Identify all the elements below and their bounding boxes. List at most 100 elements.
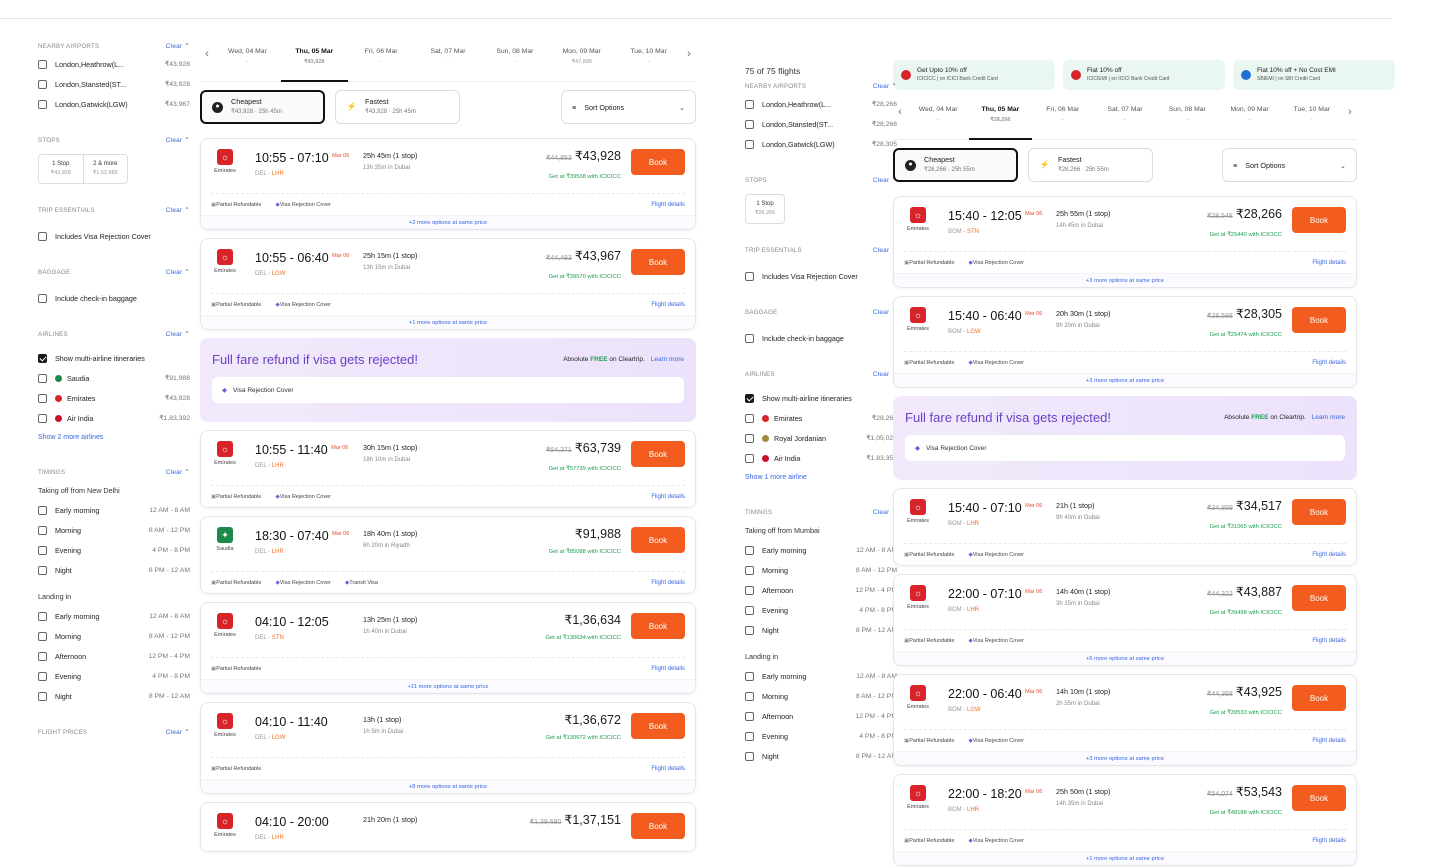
checkbox[interactable]: [745, 99, 754, 109]
date-tab[interactable]: Thu, 05 Mar ₹28,266: [969, 100, 1032, 140]
book-button[interactable]: Book: [1292, 499, 1346, 525]
cheapest-sort-button[interactable]: ● Cheapest ₹43,928 · 25h 45m: [200, 90, 325, 124]
landing-time-option[interactable]: Afternoon 12 PM - 4 PM: [38, 646, 190, 666]
landing-time-option[interactable]: Night 8 PM - 12 AM: [38, 686, 190, 706]
more-options-link[interactable]: +3 more options at same price: [894, 273, 1356, 287]
flight-card[interactable]: ☼ Emirates 15:40 - 06:40 Mar 06 BOM - LGW 20…: [893, 296, 1357, 388]
checkbox[interactable]: [38, 99, 47, 109]
checkbox[interactable]: [38, 353, 47, 363]
clear-button[interactable]: Clear: [166, 728, 190, 736]
checkbox[interactable]: [38, 651, 47, 661]
chevron-left-icon[interactable]: ‹: [898, 106, 902, 118]
multi-airline-option[interactable]: Show multi-airline itineraries: [745, 388, 897, 408]
takeoff-time-option[interactable]: Afternoon 12 PM - 4 PM: [745, 580, 897, 600]
takeoff-time-option[interactable]: Morning 8 AM - 12 PM: [745, 560, 897, 580]
flight-card[interactable]: ☼ Emirates 04:10 - 11:40 DEL - LGW 13h (1 st…: [200, 702, 696, 794]
date-tab[interactable]: Sun, 08 Mar -: [1156, 100, 1218, 126]
clear-button[interactable]: Clear: [873, 176, 897, 184]
airport-option[interactable]: London,Stansted(ST... ₹43,928: [38, 74, 190, 94]
checkbox[interactable]: [745, 545, 754, 555]
flight-card[interactable]: ☼ Emirates 10:55 - 11:40 Mar 06 DEL - LHR 30…: [200, 430, 696, 508]
clear-button[interactable]: Clear: [873, 82, 897, 90]
landing-time-option[interactable]: Morning 8 AM - 12 PM: [745, 686, 897, 706]
clear-button[interactable]: Clear: [166, 206, 190, 214]
airport-option[interactable]: London,Gatwick(LGW) ₹28,305: [745, 134, 897, 154]
offer-card[interactable]: Get Upto 10% off ICICICC | on ICICI Bank …: [893, 60, 1055, 90]
book-button[interactable]: Book: [1292, 585, 1346, 611]
flight-card[interactable]: ☼ Emirates 22:00 - 06:40 Mar 06 BOM - LGW 14…: [893, 674, 1357, 766]
learn-more-link[interactable]: Learn more: [650, 356, 684, 363]
visa-cover-option[interactable]: Includes Visa Rejection Cover: [38, 226, 190, 246]
date-tab[interactable]: Sun, 08 Mar -: [481, 42, 548, 68]
checkin-baggage-option[interactable]: Include check-in baggage: [745, 328, 897, 348]
flight-details-link[interactable]: Flight details: [651, 665, 685, 672]
checkbox[interactable]: [38, 413, 47, 423]
checkbox[interactable]: [38, 565, 47, 575]
book-button[interactable]: Book: [631, 249, 685, 275]
flight-details-link[interactable]: Flight details: [1312, 359, 1346, 366]
flight-details-link[interactable]: Flight details: [1312, 737, 1346, 744]
airport-option[interactable]: London,Stansted(ST... ₹28,266: [745, 114, 897, 134]
checkbox[interactable]: [745, 139, 754, 149]
checkbox[interactable]: [745, 691, 754, 701]
checkbox[interactable]: [745, 731, 754, 741]
takeoff-time-option[interactable]: Early morning 12 AM - 8 AM: [745, 540, 897, 560]
checkbox[interactable]: [745, 119, 754, 129]
clear-button[interactable]: Clear: [873, 246, 897, 254]
more-options-link[interactable]: +1 more options at same price: [201, 315, 695, 329]
landing-time-option[interactable]: Evening 4 PM - 8 PM: [38, 666, 190, 686]
clear-button[interactable]: Clear: [166, 468, 190, 476]
clear-button[interactable]: Clear: [166, 136, 190, 144]
book-button[interactable]: Book: [1292, 307, 1346, 333]
flight-details-link[interactable]: Flight details: [651, 765, 685, 772]
checkbox[interactable]: [745, 605, 754, 615]
airline-option[interactable]: Royal Jordanian ₹1,05,029: [745, 428, 897, 448]
date-tab[interactable]: Thu, 05 Mar ₹43,928: [280, 42, 348, 82]
flight-details-link[interactable]: Flight details: [651, 301, 685, 308]
airline-option[interactable]: Air India ₹1,83,392: [38, 408, 190, 428]
chevron-right-icon[interactable]: ›: [687, 48, 691, 60]
airport-option[interactable]: London,Heathrow(L... ₹43,928: [38, 54, 190, 74]
clear-button[interactable]: Clear: [873, 370, 897, 378]
flight-card[interactable]: ☼ Emirates 04:10 - 12:05 DEL - STN 13h 25m (…: [200, 602, 696, 694]
takeoff-time-option[interactable]: Evening 4 PM - 8 PM: [38, 540, 190, 560]
clear-button[interactable]: Clear: [166, 42, 190, 50]
takeoff-time-option[interactable]: Night 8 PM - 12 AM: [745, 620, 897, 640]
checkbox[interactable]: [745, 333, 754, 343]
checkbox[interactable]: [38, 691, 47, 701]
stop-option[interactable]: 1 Stop ₹28,266: [746, 195, 784, 223]
flight-card[interactable]: ☼ Emirates 15:40 - 12:05 Mar 06 BOM - STN 25…: [893, 196, 1357, 288]
flight-card[interactable]: ☼ Emirates 04:10 - 20:00 DEL - LHR 21h 20m (…: [200, 802, 696, 852]
flight-card[interactable]: ☼ Emirates 15:40 - 07:10 Mar 06 BOM - LHR 21…: [893, 488, 1357, 566]
airline-option[interactable]: Air India ₹1,83,351: [745, 448, 897, 468]
date-tab[interactable]: Mon, 09 Mar -: [1218, 100, 1280, 126]
landing-time-option[interactable]: Afternoon 12 PM - 4 PM: [745, 706, 897, 726]
clear-button[interactable]: Clear: [166, 330, 190, 338]
checkbox[interactable]: [745, 433, 754, 443]
fastest-sort-button[interactable]: ⚡ Fastest ₹43,928 · 25h 45m: [335, 90, 460, 124]
checkbox[interactable]: [745, 453, 754, 463]
fastest-sort-button[interactable]: ⚡ Fastest ₹28,266 · 25h 55m: [1028, 148, 1153, 182]
flight-card[interactable]: ☼ Emirates 10:55 - 06:40 Mar 06 DEL - LGW 25…: [200, 238, 696, 330]
checkbox[interactable]: [38, 293, 47, 303]
book-button[interactable]: Book: [1292, 685, 1346, 711]
flight-details-link[interactable]: Flight details: [651, 201, 685, 208]
sort-options-dropdown[interactable]: ≡ Sort Options ⌄: [1222, 148, 1357, 182]
checkbox[interactable]: [745, 671, 754, 681]
flight-card[interactable]: ☼ Emirates 22:00 - 07:10 Mar 06 BOM - LHR 14…: [893, 574, 1357, 666]
show-more-airlines-link[interactable]: Show 2 more airlines: [38, 433, 104, 441]
checkbox[interactable]: [38, 505, 47, 515]
chevron-right-icon[interactable]: ›: [1348, 106, 1352, 118]
takeoff-time-option[interactable]: Morning 8 AM - 12 PM: [38, 520, 190, 540]
book-button[interactable]: Book: [631, 713, 685, 739]
checkbox[interactable]: [38, 393, 47, 403]
stop-option[interactable]: 1 Stop ₹43,928: [39, 155, 83, 183]
book-button[interactable]: Book: [631, 613, 685, 639]
date-tab[interactable]: Wed, 04 Mar -: [214, 42, 281, 68]
takeoff-time-option[interactable]: Evening 4 PM - 8 PM: [745, 600, 897, 620]
date-tab[interactable]: Fri, 06 Mar -: [348, 42, 415, 68]
book-button[interactable]: Book: [631, 527, 685, 553]
learn-more-link[interactable]: Learn more: [1311, 414, 1345, 421]
airport-option[interactable]: London,Gatwick(LGW) ₹43,967: [38, 94, 190, 114]
offer-card[interactable]: Flat 10% off + No Cost EMI SBIEMI | on SB…: [1233, 60, 1395, 90]
